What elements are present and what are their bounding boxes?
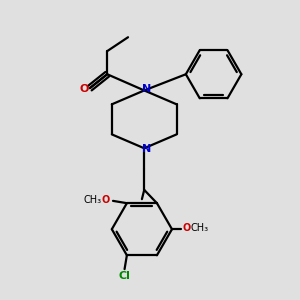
Text: CH₃: CH₃: [83, 195, 101, 205]
Text: N: N: [142, 84, 151, 94]
Text: O: O: [102, 195, 110, 205]
Text: O: O: [183, 223, 191, 233]
Text: CH₃: CH₃: [191, 223, 209, 233]
Text: Cl: Cl: [118, 271, 130, 281]
Text: N: N: [142, 144, 151, 154]
Text: O: O: [80, 84, 89, 94]
